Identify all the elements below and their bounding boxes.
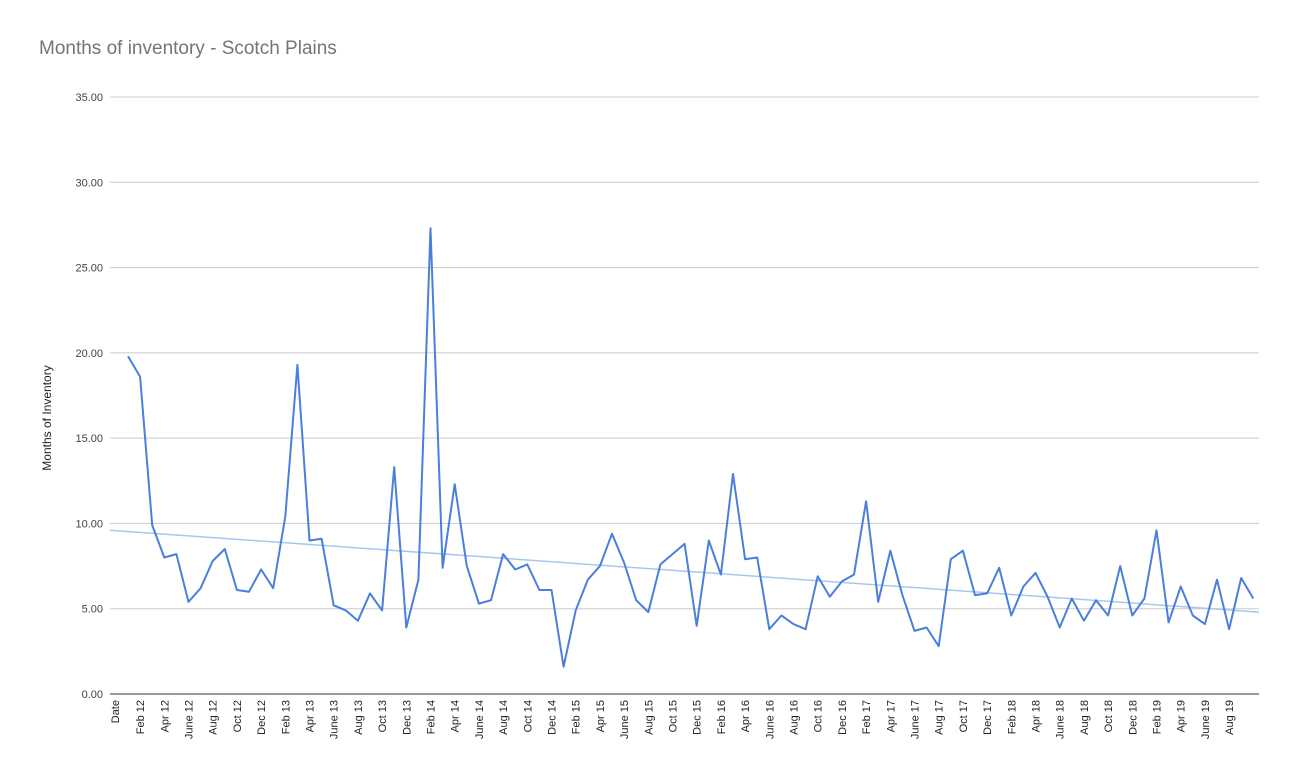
chart-title: Months of inventory - Scotch Plains	[39, 38, 337, 59]
x-tick-label: Feb 14	[426, 700, 438, 734]
x-tick-label: Dec 18	[1127, 700, 1139, 735]
x-tick-label: Feb 17	[861, 700, 873, 734]
x-tick-label: Dec 15	[692, 700, 704, 735]
y-tick-label: 30.00	[75, 177, 103, 189]
x-tick-label: Aug 16	[789, 700, 801, 735]
x-tick-label: Aug 17	[934, 700, 946, 735]
y-tick-label: 35.00	[75, 92, 103, 104]
trendline-group	[109, 529, 1260, 613]
y-tick-label: 10.00	[75, 518, 103, 530]
series-group	[127, 227, 1255, 668]
x-tick-label: Oct 13	[377, 700, 389, 732]
x-tick-label: Apr 16	[740, 700, 752, 732]
x-tick-label: Apr 13	[305, 700, 317, 732]
y-tick-label: 5.00	[82, 604, 103, 616]
x-tick-label: Aug 18	[1079, 700, 1091, 735]
x-tick-label: Dec 17	[982, 700, 994, 735]
x-tick-label: Oct 14	[522, 700, 534, 732]
trendline	[109, 529, 1260, 613]
x-tick-label: June 17	[910, 700, 922, 739]
x-tick-label: Dec 16	[837, 700, 849, 735]
x-tick-label: Feb 16	[716, 700, 728, 734]
x-tick-label: Aug 15	[643, 700, 655, 735]
x-tick-label: June 18	[1055, 700, 1067, 739]
x-tick-label: Dec 13	[401, 700, 413, 735]
x-tick-label: Apr 18	[1031, 700, 1043, 732]
x-tick-label: Oct 15	[668, 700, 680, 732]
y-tick-label: 15.00	[75, 433, 103, 445]
x-tick-label: June 14	[474, 700, 486, 739]
x-tick-label: June 16	[764, 700, 776, 739]
x-tick-label: Apr 12	[159, 700, 171, 732]
x-tick-label: Oct 12	[232, 700, 244, 732]
x-tick-label: June 19	[1200, 700, 1212, 739]
x-tick-label: Aug 19	[1224, 700, 1236, 735]
x-tick-label: Oct 18	[1103, 700, 1115, 732]
x-tick-label: Apr 15	[595, 700, 607, 732]
x-tick-label: June 12	[184, 700, 196, 739]
y-axis-ticks: 0.00 5.00 10.00 15.00 20.00 25.00 30.00 35.00	[75, 92, 103, 701]
x-tick-label: Feb 18	[1006, 700, 1018, 734]
x-tick-label: Date	[110, 700, 122, 723]
x-tick-label: Oct 17	[958, 700, 970, 732]
x-tick-label: Oct 16	[813, 700, 825, 732]
x-tick-label: Dec 12	[256, 700, 268, 735]
y-tick-label: 0.00	[82, 689, 103, 701]
x-tick-label: June 13	[329, 700, 341, 739]
y-tick-label: 25.00	[75, 263, 103, 275]
x-tick-label: Feb 19	[1152, 700, 1164, 734]
x-tick-label: Apr 19	[1176, 700, 1188, 732]
x-tick-label: Feb 13	[280, 700, 292, 734]
x-tick-label: Feb 12	[135, 700, 147, 734]
y-tick-label: 20.00	[75, 348, 103, 360]
x-tick-label: June 15	[619, 700, 631, 739]
y-axis-label: Months of Inventory	[40, 365, 54, 470]
x-tick-label: Aug 13	[353, 700, 365, 735]
x-tick-label: Dec 14	[547, 700, 559, 735]
series-line	[127, 227, 1255, 668]
x-tick-label: Feb 15	[571, 700, 583, 734]
x-axis-ticks: Date Feb 12 Apr 12 June 12 Aug 12 Oct 12 Dec 1…	[110, 700, 1236, 739]
x-tick-label: Aug 14	[498, 700, 510, 735]
x-tick-label: Apr 17	[885, 700, 897, 732]
x-tick-label: Aug 12	[208, 700, 220, 735]
x-tick-label: Apr 14	[450, 700, 462, 732]
